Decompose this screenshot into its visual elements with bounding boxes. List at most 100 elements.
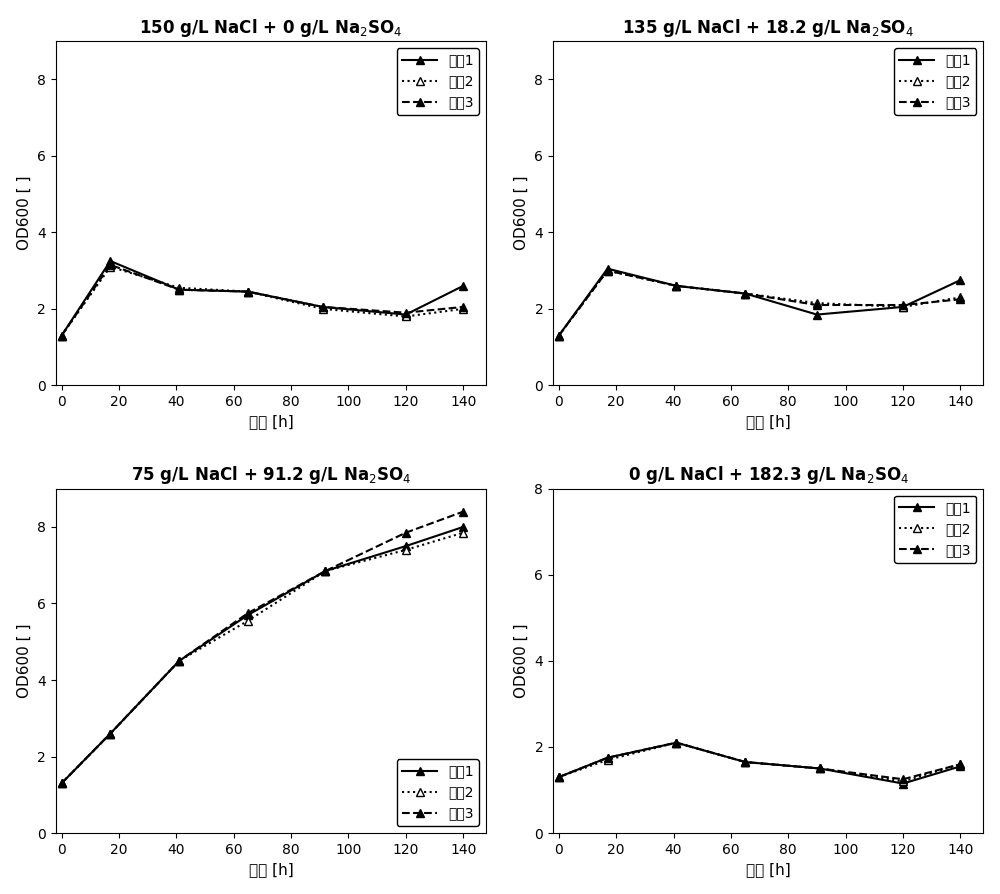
烧瓶3: [954, 759, 966, 770]
烧瓶2: [811, 298, 823, 308]
烧瓶3: [400, 527, 412, 538]
烧瓶2: [104, 729, 116, 739]
烧瓶1: [242, 286, 254, 297]
烧瓶3: [242, 608, 254, 619]
烧瓶1: [670, 738, 682, 748]
烧瓶2: [319, 566, 331, 577]
Line: 烧瓶2: 烧瓶2: [57, 263, 467, 340]
Y-axis label: OD600 [ ]: OD600 [ ]: [17, 176, 32, 250]
Title: 75 g/L NaCl + 91.2 g/L Na$_2$SO$_4$: 75 g/L NaCl + 91.2 g/L Na$_2$SO$_4$: [131, 464, 411, 486]
烧瓶1: [56, 778, 68, 789]
烧瓶3: [457, 506, 469, 517]
烧瓶1: [553, 330, 565, 341]
烧瓶3: [811, 299, 823, 310]
X-axis label: 时间 [h]: 时间 [h]: [746, 415, 791, 430]
烧瓶2: [814, 763, 826, 774]
烧瓶1: [811, 309, 823, 320]
烧瓶2: [954, 759, 966, 770]
烧瓶3: [739, 288, 751, 299]
烧瓶3: [173, 284, 185, 295]
烧瓶3: [317, 301, 329, 312]
烧瓶1: [457, 281, 469, 291]
烧瓶2: [173, 283, 185, 293]
烧瓶1: [954, 274, 966, 285]
Line: 烧瓶1: 烧瓶1: [555, 738, 965, 788]
Y-axis label: OD600 [ ]: OD600 [ ]: [514, 176, 529, 250]
烧瓶1: [954, 761, 966, 772]
烧瓶2: [457, 527, 469, 538]
烧瓶3: [457, 301, 469, 312]
烧瓶2: [400, 311, 412, 322]
烧瓶1: [814, 763, 826, 774]
烧瓶2: [670, 281, 682, 291]
烧瓶1: [400, 541, 412, 552]
Line: 烧瓶3: 烧瓶3: [57, 508, 467, 788]
烧瓶2: [602, 266, 614, 276]
烧瓶2: [457, 303, 469, 314]
烧瓶3: [242, 286, 254, 297]
烧瓶1: [173, 284, 185, 295]
X-axis label: 时间 [h]: 时间 [h]: [249, 863, 293, 877]
Line: 烧瓶1: 烧瓶1: [57, 257, 467, 340]
烧瓶1: [56, 330, 68, 341]
X-axis label: 时间 [h]: 时间 [h]: [249, 415, 293, 430]
Title: 150 g/L NaCl + 0 g/L Na$_2$SO$_4$: 150 g/L NaCl + 0 g/L Na$_2$SO$_4$: [139, 17, 403, 38]
烧瓶2: [242, 615, 254, 626]
烧瓶1: [104, 729, 116, 739]
烧瓶2: [56, 330, 68, 341]
烧瓶2: [897, 776, 909, 787]
烧瓶2: [739, 288, 751, 299]
烧瓶2: [400, 544, 412, 555]
烧瓶2: [56, 778, 68, 789]
烧瓶3: [814, 763, 826, 774]
烧瓶3: [56, 778, 68, 789]
烧瓶1: [553, 772, 565, 782]
烧瓶3: [670, 281, 682, 291]
烧瓶1: [242, 610, 254, 620]
烧瓶2: [553, 330, 565, 341]
烧瓶1: [400, 309, 412, 320]
烧瓶1: [670, 281, 682, 291]
Y-axis label: OD600 [ ]: OD600 [ ]: [17, 624, 32, 698]
烧瓶3: [602, 753, 614, 763]
烧瓶2: [897, 301, 909, 312]
Line: 烧瓶2: 烧瓶2: [555, 738, 965, 786]
烧瓶3: [56, 330, 68, 341]
烧瓶3: [553, 772, 565, 782]
Line: 烧瓶1: 烧瓶1: [57, 523, 467, 788]
烧瓶3: [602, 266, 614, 276]
烧瓶3: [739, 756, 751, 767]
Title: 135 g/L NaCl + 18.2 g/L Na$_2$SO$_4$: 135 g/L NaCl + 18.2 g/L Na$_2$SO$_4$: [622, 17, 914, 38]
烧瓶1: [739, 288, 751, 299]
烧瓶2: [104, 261, 116, 272]
烧瓶3: [670, 738, 682, 748]
Title: 0 g/L NaCl + 182.3 g/L Na$_2$SO$_4$: 0 g/L NaCl + 182.3 g/L Na$_2$SO$_4$: [628, 464, 909, 486]
Legend: 烧瓶1, 烧瓶2, 烧瓶3: 烧瓶1, 烧瓶2, 烧瓶3: [397, 48, 479, 115]
烧瓶2: [602, 755, 614, 765]
烧瓶1: [739, 756, 751, 767]
烧瓶1: [602, 264, 614, 274]
Legend: 烧瓶1, 烧瓶2, 烧瓶3: 烧瓶1, 烧瓶2, 烧瓶3: [397, 759, 479, 826]
Legend: 烧瓶1, 烧瓶2, 烧瓶3: 烧瓶1, 烧瓶2, 烧瓶3: [894, 495, 976, 562]
烧瓶3: [954, 294, 966, 305]
烧瓶1: [897, 301, 909, 312]
烧瓶1: [319, 566, 331, 577]
烧瓶1: [897, 778, 909, 789]
Line: 烧瓶2: 烧瓶2: [555, 266, 965, 340]
烧瓶3: [400, 308, 412, 318]
烧瓶2: [317, 303, 329, 314]
烧瓶2: [739, 756, 751, 767]
烧瓶1: [602, 753, 614, 763]
X-axis label: 时间 [h]: 时间 [h]: [746, 863, 791, 877]
Line: 烧瓶3: 烧瓶3: [555, 738, 965, 783]
烧瓶1: [104, 256, 116, 266]
烧瓶1: [457, 521, 469, 532]
烧瓶3: [104, 729, 116, 739]
烧瓶2: [242, 286, 254, 297]
烧瓶2: [954, 292, 966, 303]
Y-axis label: OD600 [ ]: OD600 [ ]: [514, 624, 529, 698]
Line: 烧瓶2: 烧瓶2: [57, 528, 467, 788]
烧瓶1: [173, 655, 185, 666]
烧瓶3: [319, 566, 331, 577]
烧瓶3: [173, 655, 185, 666]
